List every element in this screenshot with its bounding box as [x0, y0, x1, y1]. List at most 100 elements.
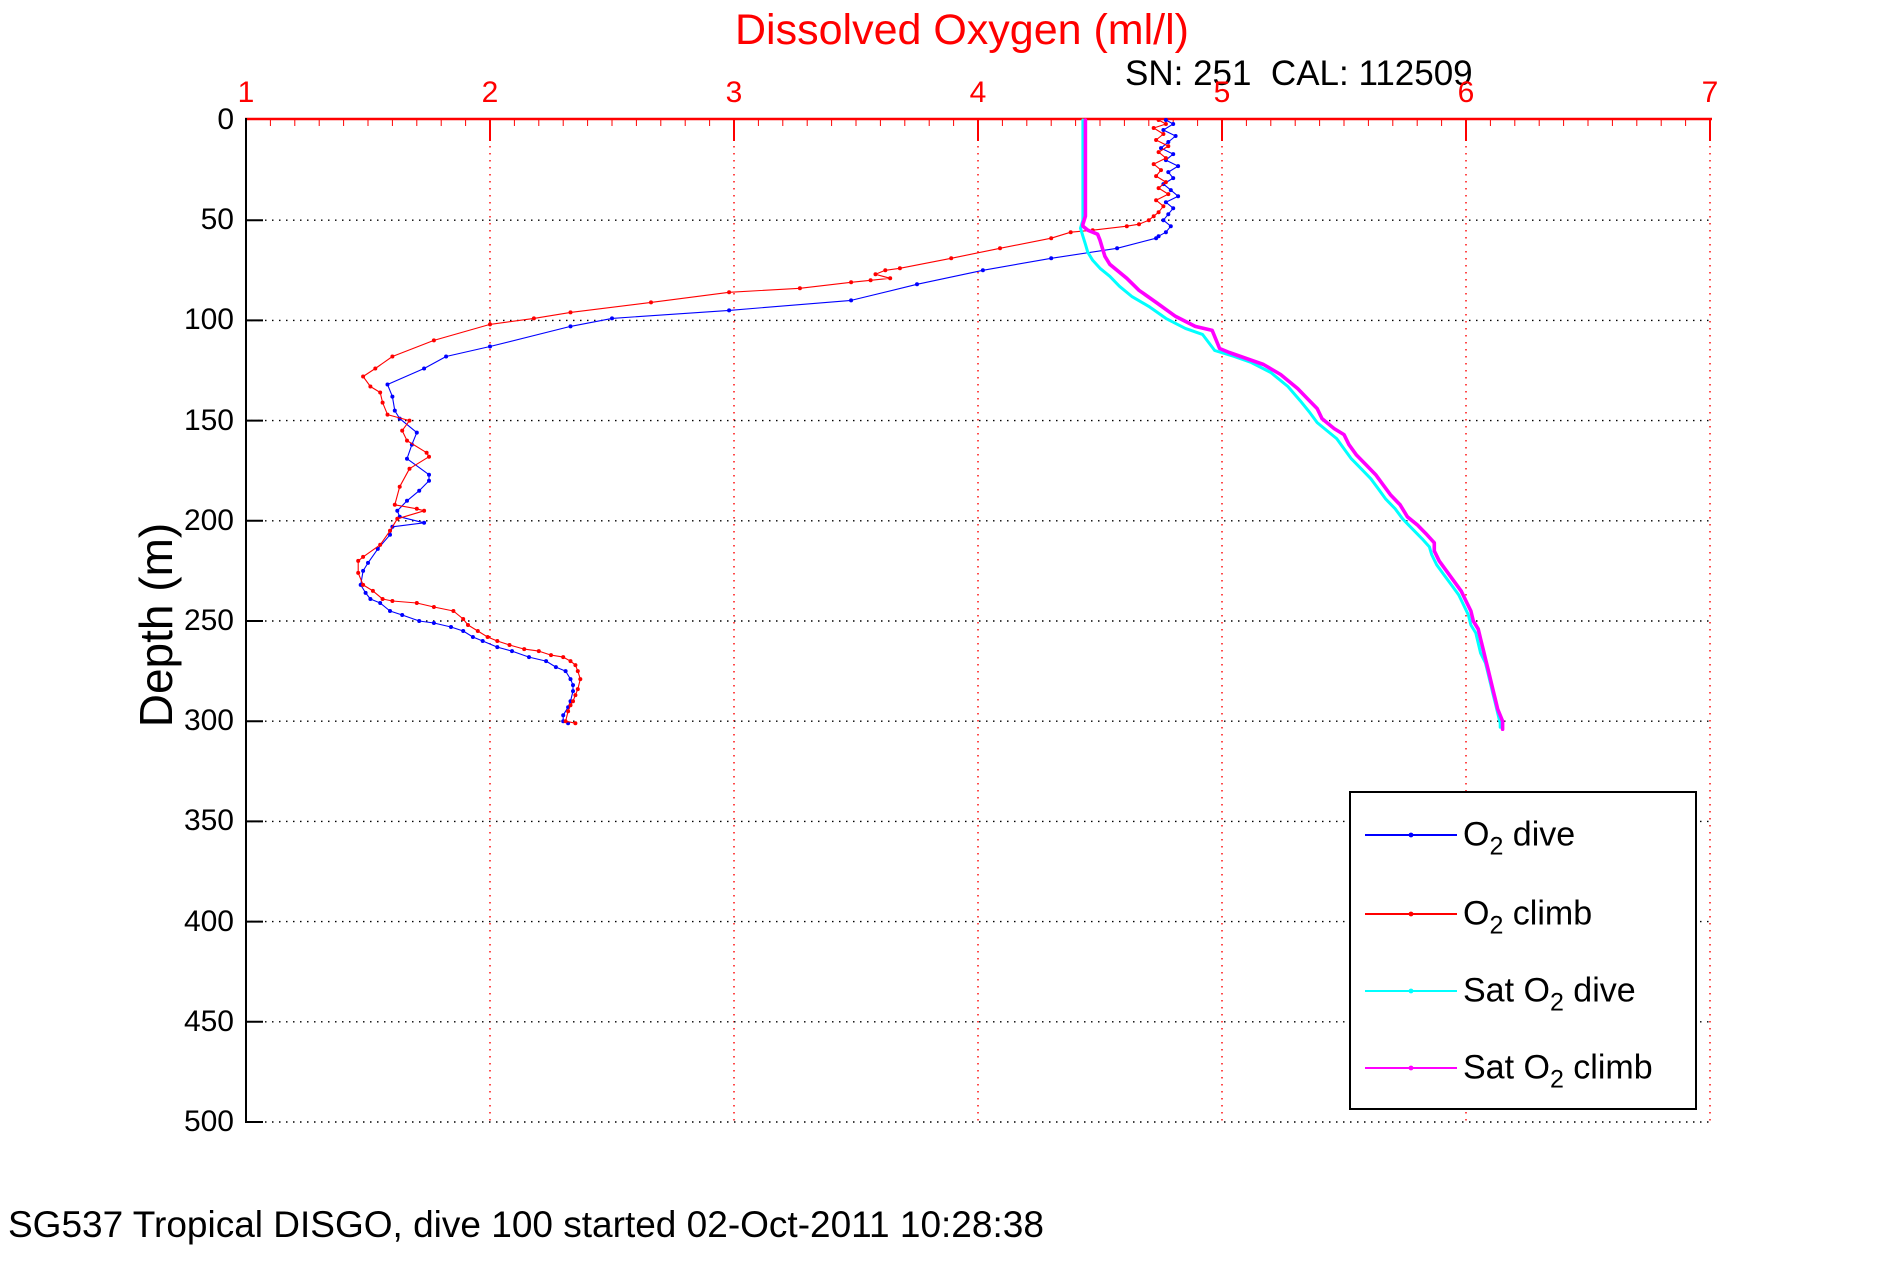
y-tick-label: 300 [183, 704, 234, 738]
series-marker-1 [431, 338, 436, 343]
x-tick-label: 6 [1457, 76, 1475, 109]
series-marker-0 [563, 669, 568, 674]
series-marker-0 [1161, 128, 1166, 132]
series-marker-0 [1166, 140, 1171, 144]
series-marker-0 [385, 382, 390, 387]
series-marker-1 [507, 643, 512, 647]
series-marker-0 [1159, 146, 1163, 151]
sensor-info: SN: 251 CAL: 112509 [1125, 54, 1473, 93]
series-marker-0 [1166, 212, 1171, 217]
series-marker-0 [480, 639, 485, 643]
legend-label-sat-o2-dive: Sat O2 dive [1463, 971, 1636, 1017]
series-marker-1 [1124, 224, 1129, 229]
series-marker-1 [392, 502, 397, 507]
series-marker-0 [427, 472, 431, 477]
legend-label-sat-o2-climb: Sat O2 climb [1463, 1048, 1653, 1094]
series-marker-0 [1163, 200, 1168, 205]
series-marker-1 [1154, 198, 1159, 203]
series-marker-0 [1154, 236, 1159, 241]
legend-entry-sat-o2-climb: Sat O2 climb [1351, 1039, 1695, 1097]
y-tick-label: 250 [183, 604, 234, 637]
series-marker-0 [361, 568, 366, 573]
series-marker-1 [1156, 118, 1161, 122]
y-tick-label: 450 [183, 1004, 234, 1038]
figure-caption: SG537 Tropical DISGO, dive 100 started 0… [8, 1204, 1044, 1245]
series-marker-0 [422, 366, 427, 371]
series-line-0 [360, 119, 1179, 724]
series-marker-1 [488, 322, 492, 327]
y-tick-label: 50 [200, 203, 234, 237]
series-marker-0 [431, 621, 436, 625]
series-marker-1 [390, 354, 395, 359]
series-marker-0 [366, 560, 370, 565]
series-marker-1 [568, 659, 573, 664]
series-marker-1 [1156, 186, 1161, 191]
series-marker-1 [649, 300, 653, 305]
y-tick-label: 200 [183, 503, 234, 537]
series-marker-0 [553, 665, 558, 670]
series-marker-1 [485, 635, 490, 639]
series-marker-1 [378, 542, 383, 547]
series-marker-0 [1166, 170, 1171, 175]
series-marker-1 [575, 669, 580, 674]
legend-label-o2-dive: O2 dive [1463, 815, 1576, 861]
series-marker-1 [573, 721, 578, 726]
series-marker-1 [998, 246, 1002, 251]
series-marker-1 [495, 639, 500, 643]
series-marker-0 [980, 268, 985, 273]
series-marker-1 [568, 703, 573, 708]
series-marker-1 [571, 699, 575, 704]
series-marker-1 [568, 310, 573, 315]
series-marker-0 [388, 609, 392, 613]
series-marker-0 [388, 532, 392, 537]
legend-label-o2-climb: O2 climb [1463, 894, 1593, 940]
series-marker-1 [1161, 204, 1166, 209]
series-marker-1 [385, 412, 390, 417]
series-marker-1 [888, 276, 893, 281]
series-marker-1 [414, 601, 419, 605]
series-marker-1 [451, 609, 456, 613]
series-marker-0 [510, 649, 514, 654]
series-marker-1 [578, 677, 583, 682]
series-marker-1 [1137, 222, 1141, 227]
series-marker-1 [949, 256, 954, 261]
legend-entry-sat-o2-dive: Sat O2 dive [1351, 962, 1695, 1020]
series-marker-1 [380, 597, 385, 601]
series-marker-1 [397, 484, 402, 489]
legend-box: O2 dive O2 climb Sat O2 dive Sat O2 climb [1349, 791, 1697, 1110]
series-marker-1 [1151, 214, 1156, 219]
series-marker-1 [1163, 122, 1168, 126]
legend-line-sat-o2-dive [1365, 988, 1457, 994]
series-marker-0 [544, 659, 549, 664]
series-marker-1 [378, 390, 383, 395]
series-marker-0 [375, 546, 380, 551]
series-marker-0 [427, 478, 431, 483]
series-marker-1 [536, 649, 541, 654]
series-marker-1 [407, 466, 412, 471]
series-marker-0 [414, 430, 419, 435]
y-tick-label: 500 [183, 1105, 234, 1138]
series-marker-0 [568, 324, 573, 329]
series-marker-0 [363, 590, 368, 595]
series-marker-0 [1171, 206, 1176, 211]
series-marker-0 [1168, 224, 1173, 229]
series-marker-1 [1166, 144, 1171, 149]
series-marker-1 [1156, 210, 1161, 215]
series-marker-0 [488, 344, 492, 349]
series-marker-1 [431, 605, 436, 609]
series-marker-1 [1163, 156, 1168, 161]
series-marker-1 [1154, 138, 1159, 142]
legend-line-sat-o2-climb [1365, 1065, 1457, 1071]
series-marker-1 [1161, 132, 1166, 136]
series-marker-1 [1156, 150, 1161, 155]
series-marker-1 [561, 655, 566, 660]
series-marker-1 [522, 647, 527, 652]
series-marker-1 [573, 663, 578, 668]
y-tick-label: 0 [217, 103, 234, 136]
series-marker-1 [466, 623, 470, 627]
series-marker-0 [449, 625, 453, 629]
series-marker-1 [390, 599, 395, 603]
x-tick-label: 1 [237, 76, 255, 109]
series-marker-1 [797, 286, 802, 291]
series-marker-0 [561, 713, 566, 718]
